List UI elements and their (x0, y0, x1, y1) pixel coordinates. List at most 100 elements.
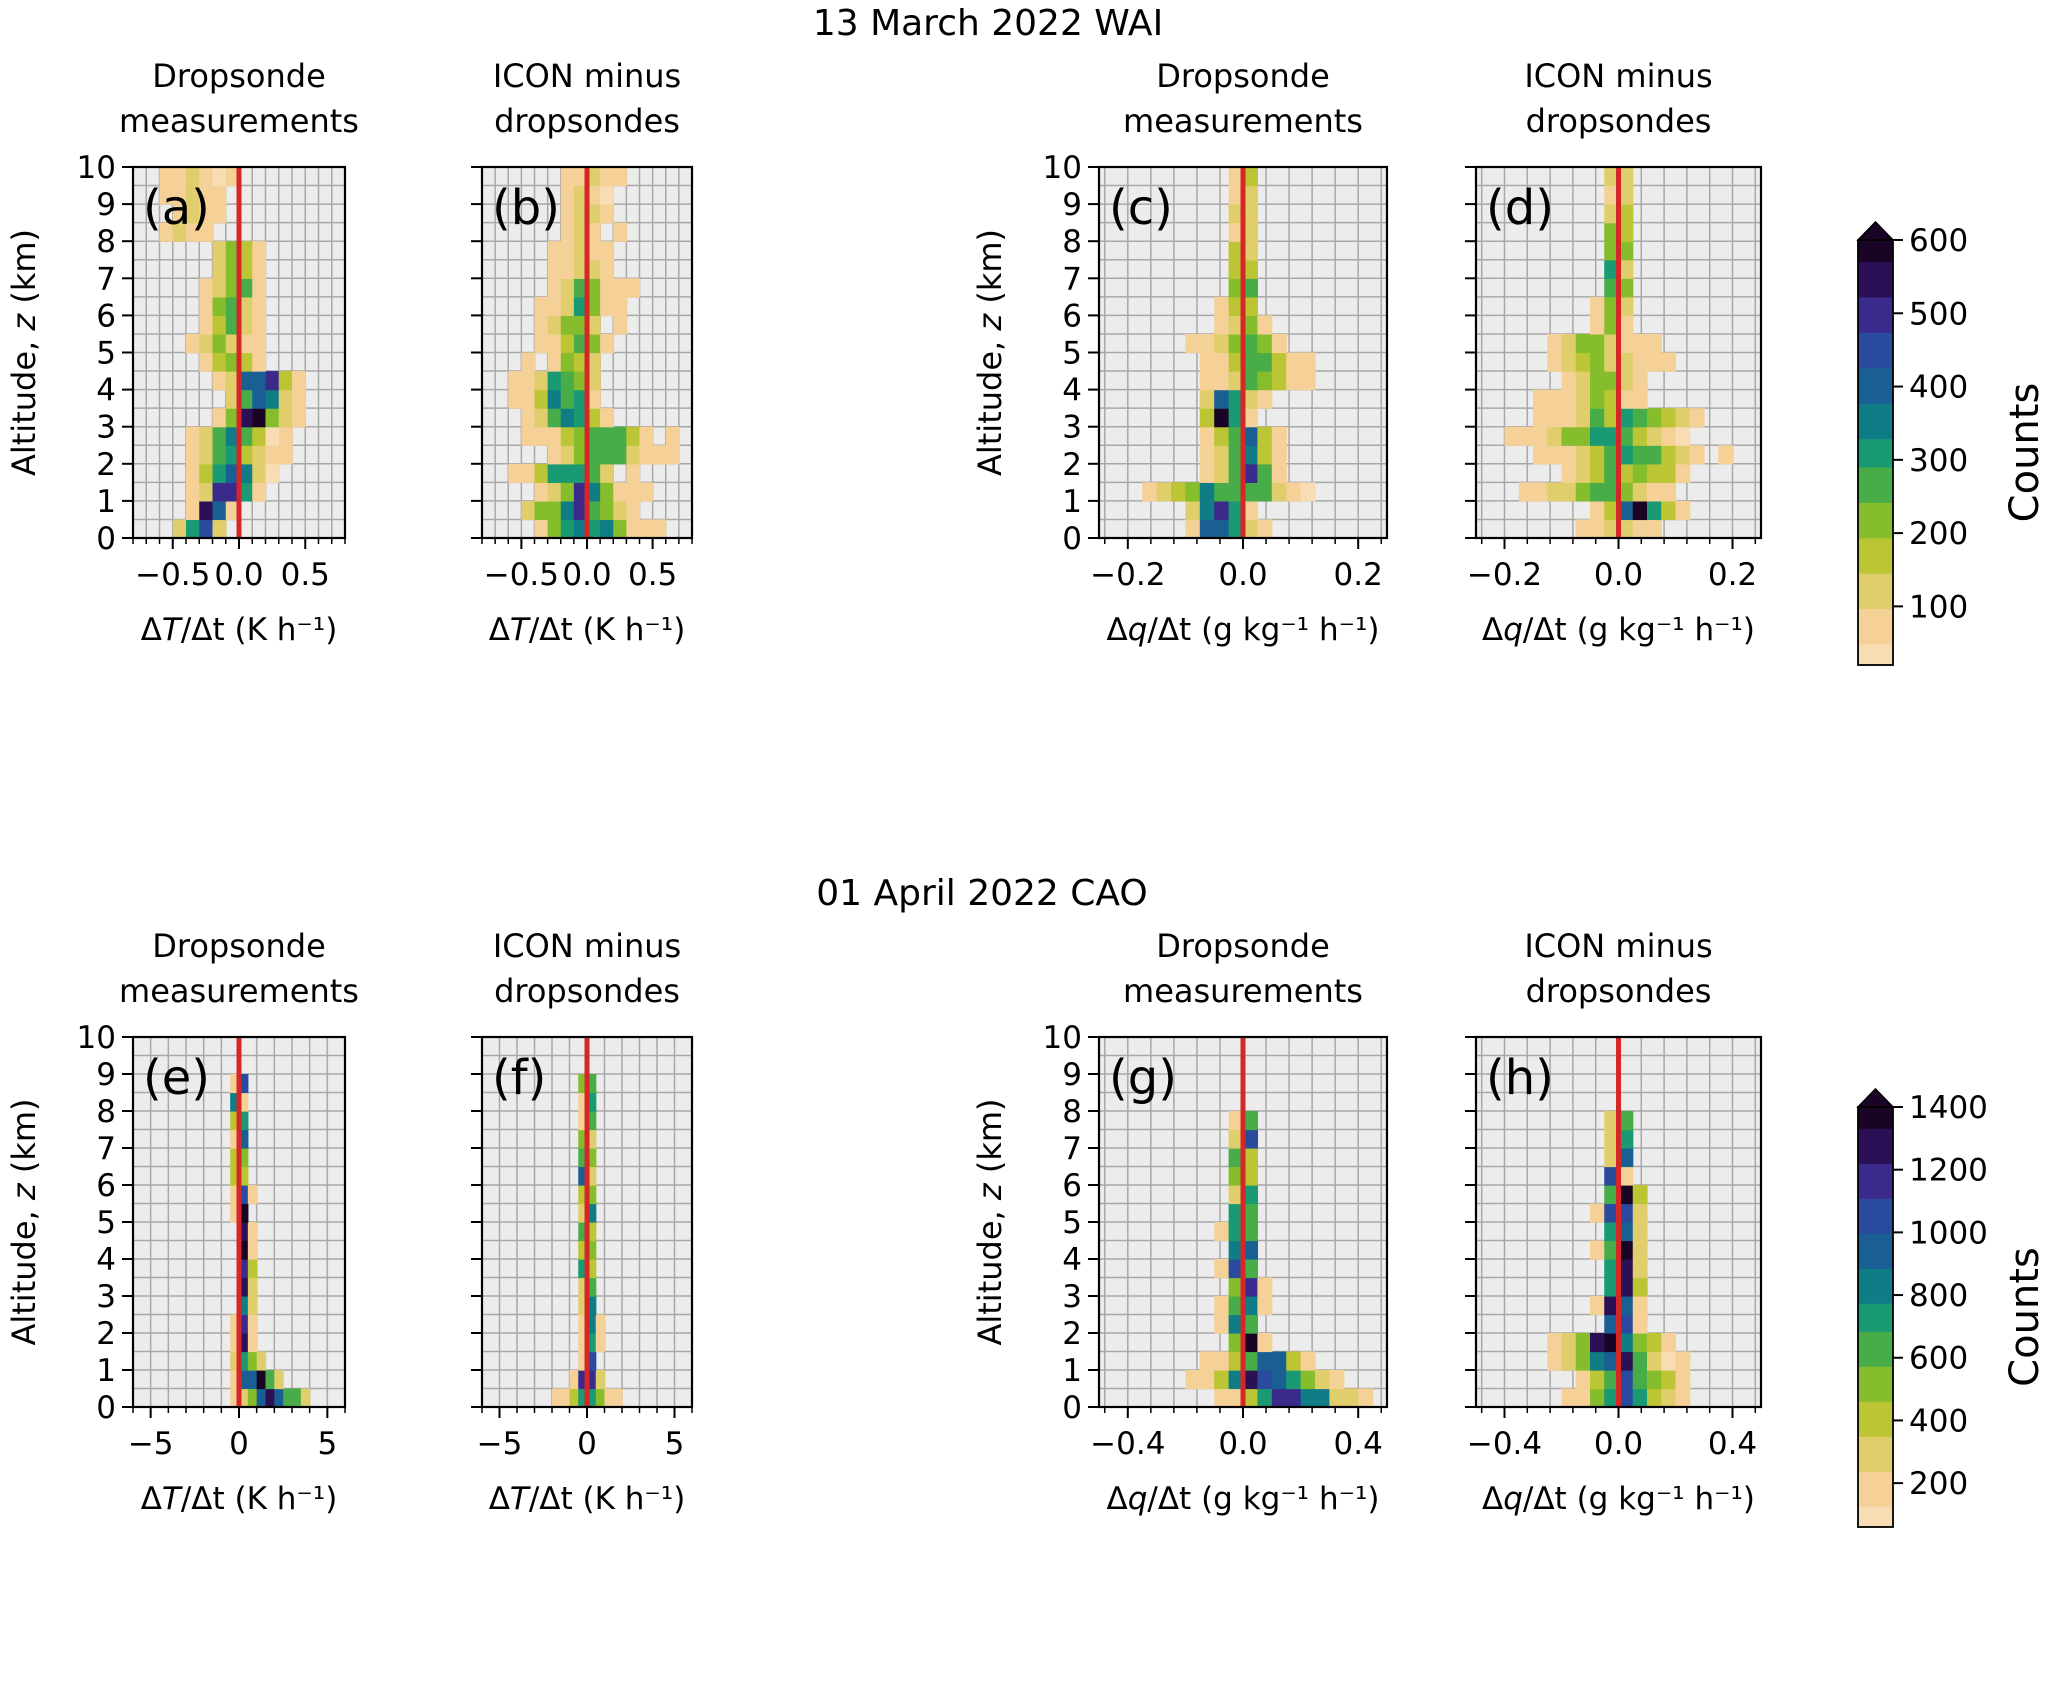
heatmap-cell (1561, 426, 1577, 446)
heatmap-cell (1228, 519, 1244, 539)
y-tick-label: 7 (96, 1131, 116, 1167)
x-tick-label: −0.2 (1467, 557, 1542, 593)
heatmap-cell (283, 1388, 293, 1408)
colorbar-segment (1858, 1450, 1893, 1458)
heatmap-cell (1243, 333, 1258, 354)
heatmap-cell (1214, 1222, 1230, 1242)
heatmap-cell (1257, 371, 1273, 391)
heatmap-cell (1604, 1296, 1620, 1316)
colorbar-march: 100 200 300 400 500 600 Counts (1856, 220, 2048, 666)
heatmap-cell (1561, 352, 1577, 372)
y-tick-label: 9 (96, 187, 116, 223)
heatmap-cell (1199, 482, 1215, 502)
heatmap-cell (1257, 463, 1273, 483)
heatmap-cell (225, 426, 240, 446)
heatmap-cell (613, 1388, 623, 1408)
heatmap-cell (613, 222, 627, 242)
heatmap-cell (560, 296, 575, 316)
heatmap-cell (239, 1166, 249, 1186)
heatmap-cell (1661, 352, 1677, 372)
heatmap-cell (1647, 1351, 1662, 1371)
heatmap-cell (212, 259, 227, 279)
heatmap-cells (1142, 167, 1316, 539)
heatmap-cell (239, 1259, 249, 1279)
colorbar-segment (1858, 296, 1893, 305)
heatmap-cell (1575, 445, 1591, 465)
colorbar-segment (1858, 310, 1893, 319)
x-axis-label: Δq/Δt (g kg⁻¹ h⁻¹) (1482, 1481, 1755, 1517)
heatmap-cell (1632, 1277, 1648, 1297)
heatmap-cell (1243, 259, 1258, 279)
heatmap-cell (613, 445, 627, 465)
heatmap-cell (1604, 1259, 1620, 1279)
heatmap-cell (1547, 482, 1563, 502)
heatmap-cell (534, 389, 549, 409)
heatmap-cell (573, 445, 588, 465)
heatmap-cell (573, 167, 588, 187)
heatmap-cell (1185, 500, 1201, 521)
heatmap-cell (1661, 500, 1677, 521)
heatmap-cell (239, 352, 253, 372)
x-tick-label: −5 (128, 1426, 174, 1462)
heatmap-cell (1675, 1351, 1691, 1371)
heatmap-cell (247, 1296, 258, 1316)
y-tick-label: 8 (1062, 1094, 1082, 1130)
heatmap-cell (1604, 1351, 1620, 1371)
heatmap-cell (1661, 1370, 1677, 1390)
colorbar-segment (1858, 587, 1893, 595)
heatmap-cell (1618, 296, 1634, 316)
heatmap-cell (1243, 408, 1258, 428)
heatmap-cell (560, 315, 575, 335)
heatmap-cell (1604, 1222, 1620, 1242)
heatmap-cell (1228, 1240, 1244, 1260)
heatmap-cell (1257, 1351, 1273, 1371)
heatmap-cell (534, 482, 549, 502)
heatmap-cell (1632, 389, 1648, 409)
heatmap-cell (1257, 1370, 1273, 1390)
heatmap-cell (199, 463, 214, 483)
y-axis-label: Altitude, z (km) (971, 229, 1009, 476)
colorbar-tick-label: 100 (1909, 589, 1968, 625)
heatmap-cell (1618, 1314, 1634, 1334)
heatmap-cell (1286, 371, 1302, 391)
heatmap-cell (1618, 1148, 1634, 1168)
heatmap-cell (225, 352, 240, 372)
heatmap-cell (252, 408, 267, 428)
colorbar-segment (1858, 289, 1893, 298)
colorbar-segment (1858, 254, 1893, 263)
heatmap-cell (1243, 1388, 1258, 1408)
colorbar-segment (1858, 509, 1893, 518)
x-tick-label: −5 (477, 1426, 523, 1462)
heatmap-cell (1199, 500, 1215, 521)
heatmap-cell (1228, 1388, 1244, 1408)
heatmap-cell (639, 482, 654, 502)
heatmap-cell (1632, 1222, 1648, 1242)
heatmap-cell (1675, 463, 1691, 483)
heatmap-cell (547, 296, 562, 316)
heatmap-cell (225, 259, 240, 279)
heatmap-cell (1243, 482, 1258, 502)
heatmap-cell (1185, 1370, 1201, 1390)
heatmap-cell (1661, 1388, 1677, 1408)
heatmap-cell (600, 482, 614, 502)
colorbar-segment (1858, 275, 1893, 284)
heatmap-cell (1199, 426, 1215, 446)
heatmap-cell (1647, 500, 1662, 521)
y-tick-label: 0 (96, 521, 116, 557)
colorbar-segment (1858, 1338, 1893, 1346)
colorbar-segment (1858, 268, 1893, 277)
panel-title-line-2: measurements (1123, 972, 1363, 1010)
heatmap-cell (1243, 296, 1258, 316)
heatmap-cell (1618, 426, 1634, 446)
heatmap-cell (508, 371, 522, 391)
heatmap-cell (547, 259, 562, 279)
heatmap-cell (1661, 1333, 1677, 1353)
heatmap-cell (1590, 482, 1605, 502)
heatmap-cell (587, 167, 601, 187)
colorbar-segment (1858, 1471, 1893, 1479)
heatmap-cell (1604, 222, 1620, 242)
heatmap-cell (1661, 482, 1677, 502)
heatmap-cell (1533, 482, 1548, 502)
colorbar-segment (1858, 1352, 1893, 1360)
heatmap-cell (1604, 1333, 1620, 1353)
